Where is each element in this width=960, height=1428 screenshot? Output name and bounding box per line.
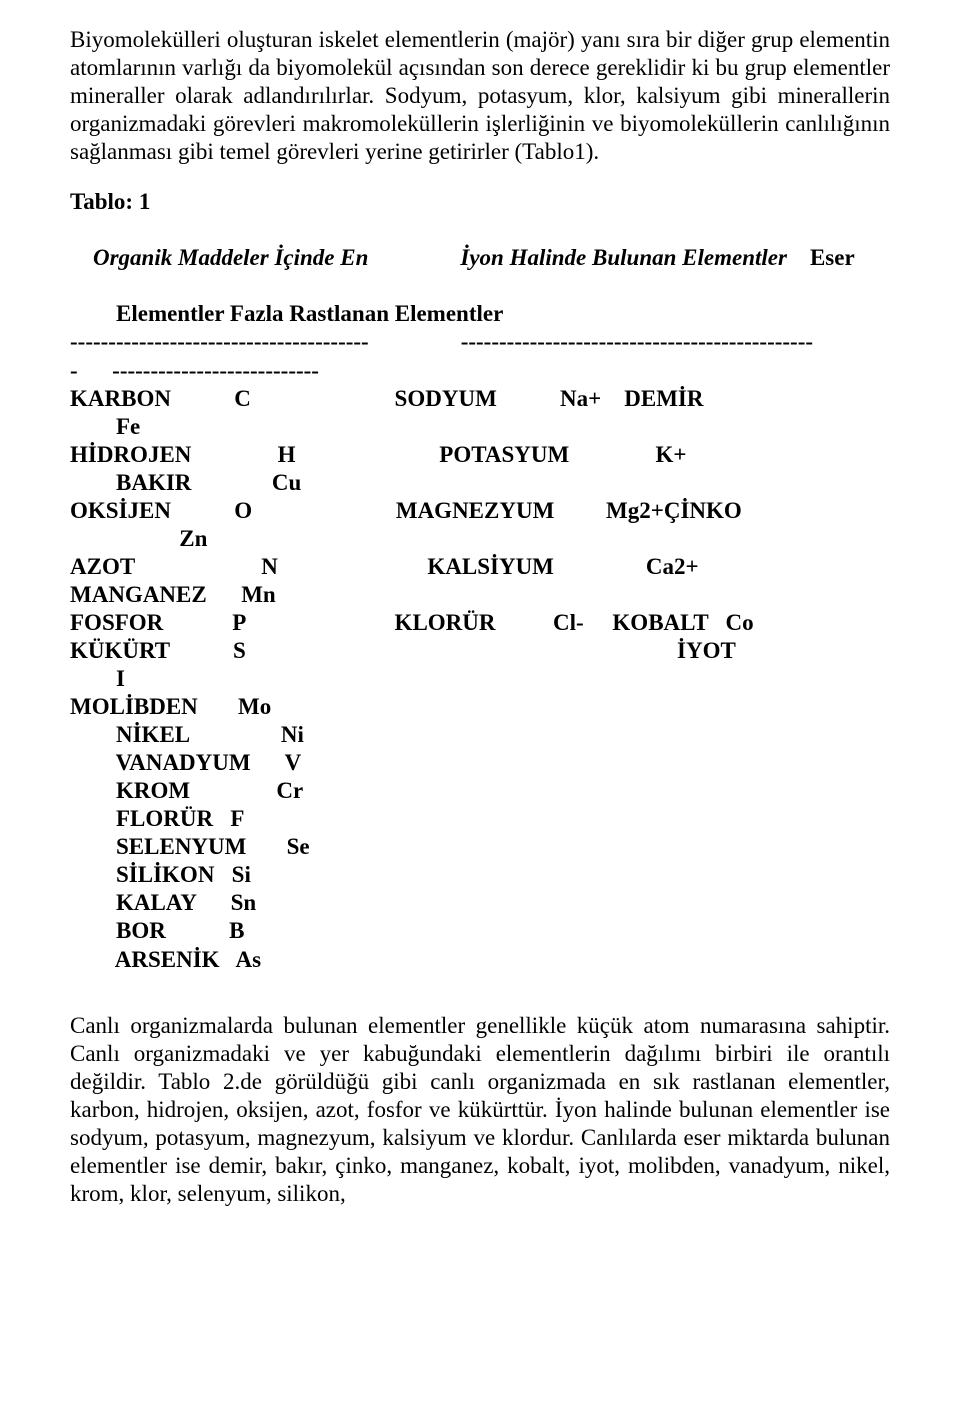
table-row: MANGANEZ Mn <box>70 581 890 609</box>
table-heading-1: Organik Maddeler İçinde En İyon Halinde … <box>70 216 890 300</box>
table-row: HİDROJEN H POTASYUM K+ <box>70 441 890 469</box>
table-row: SİLİKON Si <box>70 861 890 889</box>
intro-paragraph: Biyomolekülleri oluşturan iskelet elemen… <box>70 26 890 166</box>
table-row: SELENYUM Se <box>70 833 890 861</box>
dash-line-2: - --------------------------- <box>70 357 890 385</box>
heading-col2: İyon Halinde Bulunan Elementler <box>460 245 787 270</box>
table-heading-2: Elementler Fazla Rastlanan Elementler <box>70 300 890 328</box>
dash-line-1: --------------------------------------- … <box>70 328 890 356</box>
table-row: Fe <box>70 413 890 441</box>
table-title: Tablo: 1 <box>70 188 890 216</box>
table-row: NİKEL Ni <box>70 721 890 749</box>
elements-table: Tablo: 1 Organik Maddeler İçinde En İyon… <box>70 188 890 973</box>
table-row: KROM Cr <box>70 777 890 805</box>
table-row: KALAY Sn <box>70 889 890 917</box>
table-row: BOR B <box>70 917 890 945</box>
heading-col3: Eser <box>810 245 855 270</box>
table-row: OKSİJEN O MAGNEZYUM Mg2+ÇİNKO <box>70 497 890 525</box>
table-row: VANADYUM V <box>70 749 890 777</box>
closing-paragraph: Canlı organizmalarda bulunan elementler … <box>70 1012 890 1208</box>
table-row: MOLİBDEN Mo <box>70 693 890 721</box>
table-row: FLORÜR F <box>70 805 890 833</box>
table-row: Zn <box>70 525 890 553</box>
table-row: AZOT N KALSİYUM Ca2+ <box>70 553 890 581</box>
table-row: I <box>70 665 890 693</box>
table-row: KÜKÜRT S İYOT <box>70 637 890 665</box>
table-row: KARBON C SODYUM Na+ DEMİR <box>70 385 890 413</box>
heading-col1: Organik Maddeler İçinde En <box>93 245 368 270</box>
table-row: BAKIR Cu <box>70 469 890 497</box>
table-row: FOSFOR P KLORÜR Cl- KOBALT Co <box>70 609 890 637</box>
table-row: ARSENİK As <box>70 946 890 974</box>
